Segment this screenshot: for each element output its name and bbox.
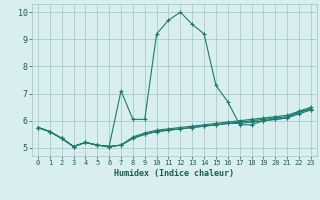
- X-axis label: Humidex (Indice chaleur): Humidex (Indice chaleur): [115, 169, 234, 178]
